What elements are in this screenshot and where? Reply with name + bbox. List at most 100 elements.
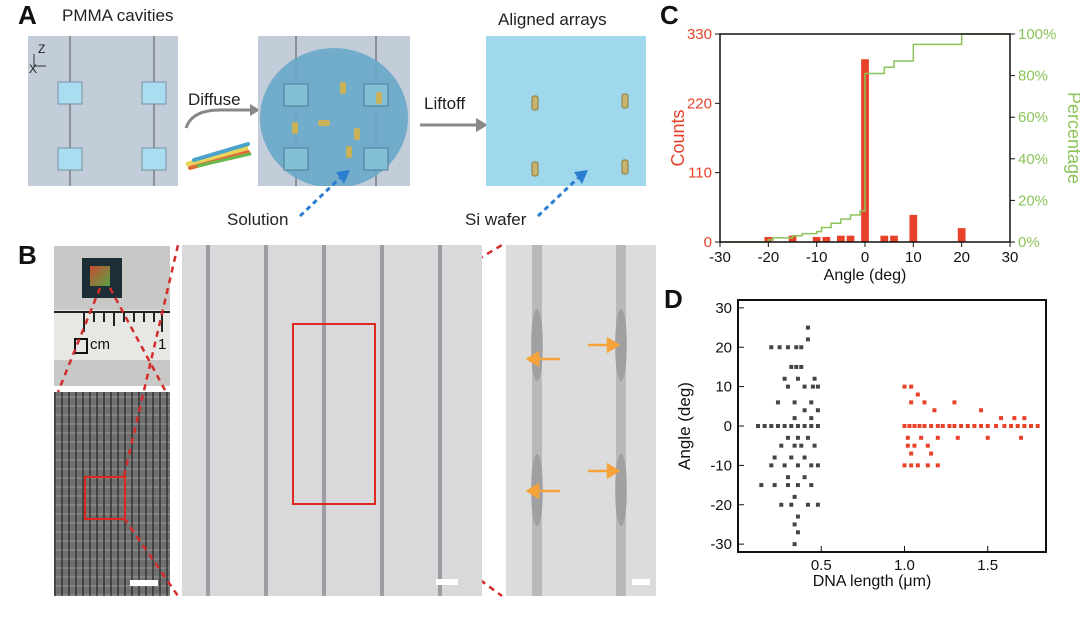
data-point: [782, 424, 787, 428]
histogram-bar: [846, 235, 855, 242]
data-point: [979, 424, 984, 428]
data-point: [762, 424, 767, 428]
data-point: [802, 408, 807, 413]
data-point: [775, 424, 780, 428]
data-point: [792, 542, 797, 547]
data-point: [1035, 424, 1040, 428]
ruler: [54, 310, 170, 360]
data-point: [915, 463, 920, 468]
data-point: [1012, 416, 1017, 421]
data-point: [772, 483, 777, 488]
histogram-bar: [957, 228, 966, 242]
data-point: [1022, 416, 1027, 421]
data-point: [1029, 424, 1034, 428]
histogram-bar: [880, 235, 889, 242]
scale-bar: [632, 579, 650, 585]
y-tick-label: -30: [710, 536, 732, 553]
liftoff-label: Liftoff: [424, 94, 466, 113]
x-tick-label: 30: [1002, 249, 1019, 266]
data-point: [805, 435, 810, 440]
x-tick-label: 10: [905, 249, 922, 266]
data-point: [815, 408, 820, 413]
data-point: [940, 424, 945, 428]
panel-a-label: A: [18, 0, 37, 30]
data-point: [922, 400, 927, 405]
data-point: [912, 424, 917, 428]
data-point: [932, 408, 937, 413]
data-point: [785, 435, 790, 440]
scale-bar: [436, 579, 458, 585]
scatter-chart: 0.5 1.0 1.5 30 20 10 0 -10 -20 -30 DNA length (μm…: [675, 299, 1047, 590]
data-point: [799, 443, 804, 448]
data-point: [755, 424, 760, 428]
data-point: [772, 455, 777, 460]
data-point: [795, 530, 800, 535]
y-tick-label: 110: [688, 165, 712, 182]
axis-z-label: Z: [38, 42, 46, 56]
y-tick-label: -10: [710, 457, 732, 474]
data-point: [759, 483, 764, 488]
diffuse-label: Diffuse: [188, 90, 241, 109]
x-tick-label: -20: [757, 249, 779, 266]
y-tick-label: 220: [687, 95, 712, 112]
data-point: [792, 443, 797, 448]
data-point: [805, 502, 810, 507]
data-point: [909, 451, 914, 456]
data-point: [812, 376, 817, 381]
wafer-dashed-arrow: [536, 170, 588, 218]
data-point: [815, 502, 820, 507]
panel-b-label: B: [18, 240, 37, 270]
si-wafer-label: Si wafer: [465, 210, 527, 229]
zoom-box-small: [84, 476, 126, 520]
data-point: [972, 424, 977, 428]
y-tick-label: 10: [715, 379, 732, 396]
dna-tubes-icon: [185, 142, 252, 170]
ruler-mark-label: 1: [158, 336, 167, 353]
y2-axis-title: Percentage: [1064, 92, 1080, 184]
data-point: [809, 424, 814, 428]
data-point: [795, 424, 800, 428]
y2-tick-label: 100%: [1018, 26, 1056, 43]
data-point: [994, 424, 999, 428]
aligned-arrays-title: Aligned arrays: [498, 10, 607, 29]
histogram-bar: [890, 235, 898, 242]
data-point: [769, 424, 774, 428]
y-tick-label: 0: [724, 418, 732, 435]
data-point: [779, 502, 784, 507]
solution-label: Solution: [227, 210, 289, 229]
data-point: [794, 364, 799, 369]
y2-tick-label: 60%: [1018, 109, 1048, 126]
data-point: [929, 451, 934, 456]
y-axis-title: Angle (deg): [675, 382, 694, 470]
data-point: [792, 400, 797, 405]
pmma-cavities-image: Z X: [28, 36, 178, 186]
y-tick-label: 330: [687, 26, 712, 43]
panel-d-label: D: [664, 284, 683, 314]
data-point: [1022, 424, 1027, 428]
aligned-arrays-image: [486, 36, 646, 186]
data-point: [779, 443, 784, 448]
data-point: [777, 345, 782, 350]
data-point: [907, 424, 912, 428]
histogram-bar: [909, 214, 918, 242]
y2-tick-label: 80%: [1018, 68, 1048, 85]
data-point: [909, 463, 914, 468]
x-tick-label: 20: [953, 249, 970, 266]
data-point: [802, 424, 807, 428]
data-point: [917, 424, 922, 428]
data-point: [789, 455, 794, 460]
data-point: [795, 435, 800, 440]
data-point: [985, 424, 990, 428]
cumulative-line: [720, 33, 1010, 243]
x-tick-label: 0.5: [811, 557, 832, 574]
data-point: [792, 522, 797, 527]
data-point: [999, 416, 1004, 421]
data-point: [909, 384, 914, 389]
data-point: [785, 483, 790, 488]
x-tick-label: 1.5: [977, 557, 998, 574]
cavity-4: [141, 147, 167, 171]
data-point: [935, 424, 940, 428]
data-point: [789, 364, 794, 369]
solution-image: [258, 36, 410, 186]
data-point: [809, 400, 814, 405]
